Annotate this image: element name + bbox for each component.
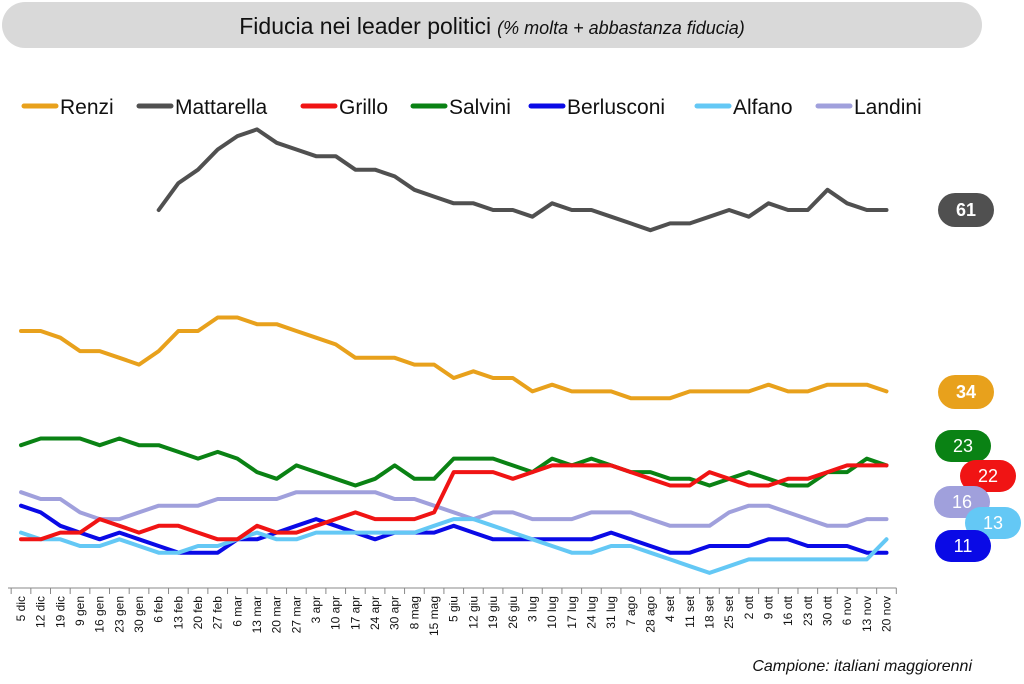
legend-item-alfano: Alfano [694, 96, 793, 119]
legend-item-berlusconi: Berlusconi [528, 96, 665, 119]
legend-label-berlusconi: Berlusconi [567, 96, 665, 119]
x-tick-label: 16 ott [781, 595, 795, 626]
x-tick-label: 6 mar [230, 596, 244, 627]
legend-item-renzi: Renzi [21, 96, 114, 119]
legend-label-salvini: Salvini [449, 96, 511, 119]
end-label-renzi: 34 [956, 382, 976, 402]
chart-legend: Renzi Mattarella Grillo Salvini Berlusconi Al… [21, 96, 922, 119]
chart-title: Fiducia nei leader politici [239, 13, 492, 39]
x-tick-label: 30 ott [820, 595, 834, 626]
end-label-pill-renzi [938, 375, 994, 409]
end-label-pill-grillo [960, 460, 1016, 492]
end-label-pill-salvini [935, 430, 991, 462]
x-tick-label: 10 lug [545, 596, 559, 629]
x-tick-label: 13 nov [860, 596, 874, 632]
x-tick-label: 26 giu [506, 596, 520, 629]
footnote: Campione: italiani maggiorenni [752, 658, 972, 675]
x-tick-label: 13 feb [171, 596, 185, 630]
x-tick-label: 28 ago [643, 596, 657, 633]
x-tick-label: 15 mag [427, 596, 441, 636]
legend-item-salvini: Salvini [410, 96, 511, 119]
title-bar: Fiducia nei leader politici (% molta + ab… [2, 2, 982, 48]
x-tick-label: 2 ott [742, 595, 756, 619]
end-label-mattarella: 61 [956, 200, 976, 220]
end-label-berlusconi: 11 [954, 536, 973, 556]
series-line-berlusconi [19, 503, 889, 555]
series-line-landini [19, 490, 889, 528]
end-label-alfano: 13 [983, 513, 1003, 533]
x-tick-label: 23 gen [112, 596, 126, 633]
x-tick-label: 9 ott [761, 595, 775, 619]
x-tick-label: 12 dic [34, 596, 48, 628]
x-tick-label: 9 gen [73, 596, 87, 626]
x-tick-label: 17 apr [348, 596, 362, 630]
end-label-pill-mattarella [938, 193, 994, 227]
x-tick-label: 19 giu [486, 596, 500, 629]
x-tick-label: 30 apr [388, 596, 402, 630]
end-label-grillo: 22 [978, 466, 998, 486]
x-tick-label: 20 nov [879, 596, 893, 632]
x-tick-label: 18 set [702, 595, 716, 628]
chart-title-row: Fiducia nei leader politici (% molta + ab… [2, 13, 982, 40]
x-tick-label: 25 set [722, 595, 736, 628]
end-label-pill-berlusconi [935, 530, 991, 562]
x-tick-label: 6 nov [840, 596, 854, 625]
legend-item-grillo: Grillo [300, 96, 388, 119]
end-label-landini: 16 [952, 492, 972, 512]
legend-item-mattarella: Mattarella [136, 96, 268, 119]
x-tick-label: 24 lug [584, 596, 598, 629]
x-tick-label: 20 mar [270, 596, 284, 633]
x-tick-label: 17 lug [565, 596, 579, 629]
legend-label-landini: Landini [854, 96, 922, 119]
x-tick-label: 10 apr [329, 596, 343, 630]
x-tick-label: 6 feb [152, 596, 166, 623]
series-line-salvini [19, 436, 889, 488]
legend-label-alfano: Alfano [733, 96, 793, 119]
end-label-salvini: 23 [953, 436, 973, 456]
series-line-mattarella [156, 127, 889, 233]
series-line-alfano [19, 517, 889, 575]
x-tick-label: 4 set [663, 595, 677, 622]
x-tick-label: 27 mar [289, 596, 303, 633]
x-tick-label: 24 apr [368, 596, 382, 630]
series-lines [19, 127, 889, 575]
x-tick-label: 5 giu [447, 596, 461, 622]
x-tick-label: 31 lug [604, 596, 618, 629]
x-tick-label: 5 dic [14, 596, 28, 621]
x-tick-label: 20 feb [191, 596, 205, 630]
chart-subtitle: (% molta + abbastanza fiducia) [497, 18, 745, 38]
x-tick-label: 19 dic [53, 596, 67, 628]
series-line-renzi [19, 315, 889, 401]
x-tick-label: 3 apr [309, 596, 323, 623]
x-axis: 5 dic 12 dic 19 dic 9 gen 16 gen 23 gen 30 gen… [8, 587, 897, 636]
x-tick-label: 8 mag [407, 596, 421, 629]
series-line-grillo [19, 463, 889, 542]
legend-label-mattarella: Mattarella [175, 96, 268, 119]
x-tick-label: 23 ott [801, 595, 815, 626]
x-tick-label: 16 gen [93, 596, 107, 633]
x-tick-label: 13 mar [250, 596, 264, 633]
x-tick-label: 3 lug [525, 596, 539, 622]
legend-item-landini: Landini [815, 96, 922, 119]
legend-label-renzi: Renzi [60, 96, 114, 119]
x-tick-label: 27 feb [211, 596, 225, 630]
x-tick-label: 12 giu [466, 596, 480, 629]
x-tick-label: 7 ago [624, 596, 638, 626]
x-tick-label: 11 set [683, 595, 697, 627]
legend-label-grillo: Grillo [339, 96, 388, 119]
x-tick-label: 30 gen [132, 596, 146, 633]
